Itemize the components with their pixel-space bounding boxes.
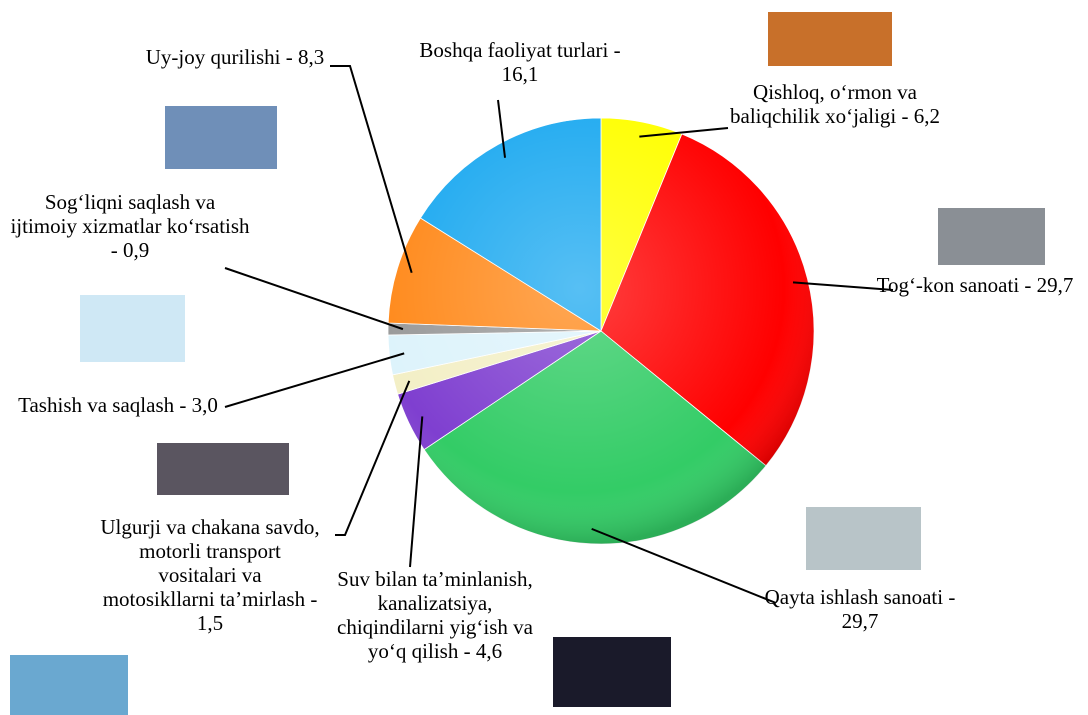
value-label: 29,7 <box>1037 273 1074 297</box>
value-label: 0,9 <box>123 238 149 262</box>
category-label: Uy-joy qurilishi - <box>146 45 293 69</box>
slice-label: Qayta ishlash sanoati - 29,7 <box>760 585 960 633</box>
leader-line <box>335 381 409 535</box>
slice-label: Qishloq, o‘rmon va baliqchilik xo‘jaligi… <box>715 80 955 128</box>
image-health <box>80 295 185 362</box>
slice-label: Tashish va saqlash - 3,0 <box>0 393 236 417</box>
value-label: 3,0 <box>192 393 218 417</box>
slice-label: Suv bilan ta’minlanish, kanalizatsiya, c… <box>325 567 545 663</box>
leader-line <box>330 66 412 273</box>
value-label: 8,3 <box>298 45 324 69</box>
image-utilities <box>553 637 671 707</box>
category-label: Tashish va saqlash - <box>18 393 186 417</box>
leader-line <box>410 416 422 567</box>
leader-line <box>592 529 776 603</box>
value-label: 4,6 <box>476 639 502 663</box>
category-label: Suv bilan ta’minlanish, kanalizatsiya, c… <box>337 567 533 663</box>
leader-line <box>225 353 404 407</box>
image-transport <box>157 443 289 495</box>
slice-label: Ulgurji va chakana savdo, motorli transp… <box>100 515 320 635</box>
image-agriculture <box>768 12 892 66</box>
image-factory <box>806 507 921 570</box>
slice-label: Tog‘-kon sanoati - 29,7 <box>860 273 1088 297</box>
value-label: 1,5 <box>197 611 223 635</box>
slice-label: Boshqa faoliyat turlari - 16,1 <box>400 38 640 86</box>
category-label: Qayta ishlash sanoati - <box>765 585 956 609</box>
image-mining <box>938 208 1045 265</box>
value-label: 6,2 <box>914 104 940 128</box>
image-trade <box>10 655 128 715</box>
value-label: 29,7 <box>842 609 879 633</box>
category-label: Qishloq, o‘rmon va baliqchilik xo‘jaligi… <box>730 80 917 128</box>
slice-label: Sog‘liqni saqlash va ijtimoiy xizmatlar … <box>10 190 250 262</box>
image-construction <box>165 106 277 169</box>
leader-line <box>225 268 403 329</box>
slice-label: Uy-joy qurilishi - 8,3 <box>120 45 350 69</box>
category-label: Boshqa faoliyat turlari - <box>419 38 620 62</box>
category-label: Tog‘-kon sanoati - <box>877 273 1032 297</box>
value-label: 16,1 <box>502 62 539 86</box>
category-label: Ulgurji va chakana savdo, motorli transp… <box>100 515 319 611</box>
chart: Qishloq, o‘rmon va baliqchilik xo‘jaligi… <box>0 0 1088 715</box>
